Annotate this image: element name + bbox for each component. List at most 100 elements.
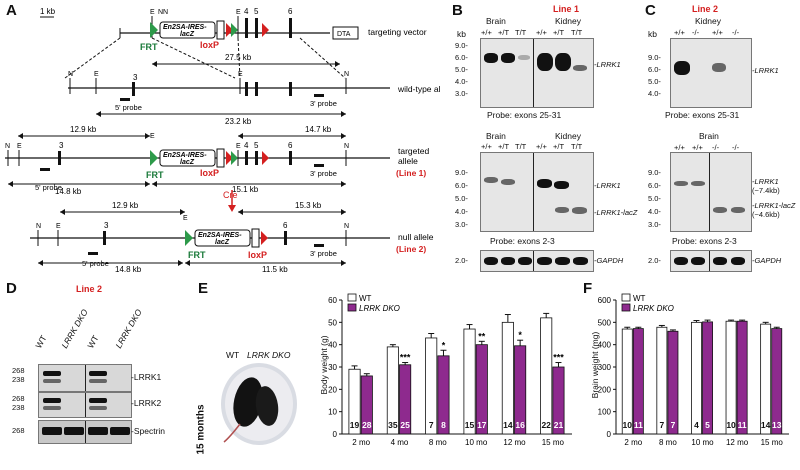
svg-text:14.8 kb: 14.8 kb <box>115 265 142 274</box>
panel-d-title: Line 2 <box>76 284 103 294</box>
bar <box>760 323 772 435</box>
svg-text:6: 6 <box>288 7 293 16</box>
panel-d-blot-lrrk2 <box>38 392 132 418</box>
panel-e-letter: E <box>198 280 209 297</box>
svg-text:5' probe: 5' probe <box>115 103 142 112</box>
panel-b-probe1: Probe: exons 25-31 <box>487 110 562 120</box>
panel-d-lanes: WT LRRK DKO WT LRRK DKO <box>33 307 144 350</box>
panel-b-tissue-brain-2: Brain <box>486 131 506 141</box>
n-label: 28 <box>362 420 372 430</box>
band-gapdh-b: -GAPDH <box>594 256 624 265</box>
panel-c-probe1: Probe: exons 25-31 <box>665 110 740 120</box>
significance-label: ** <box>478 331 486 341</box>
svg-text:6: 6 <box>283 221 288 230</box>
svg-text:N: N <box>68 71 73 78</box>
y-tick-label: 100 <box>598 408 612 417</box>
svg-text:N: N <box>5 143 10 150</box>
band-lrrk1-lacz-c: -LRRK1-lacZ (~4.6kb) <box>752 201 796 219</box>
x-tick-label: 4 mo <box>391 438 409 447</box>
bar <box>621 328 633 435</box>
y-tick-label: 200 <box>598 385 612 394</box>
band-lrrk1-b-top: -LRRK1 <box>594 60 621 69</box>
y-tick-label: 0 <box>607 430 612 439</box>
y-tick-label: 500 <box>598 318 612 327</box>
bar <box>691 321 702 435</box>
panel-c-letter: C <box>645 2 656 19</box>
svg-text:FRT: FRT <box>140 42 158 52</box>
bar <box>725 320 737 435</box>
svg-text:En2SA-IRES-: En2SA-IRES- <box>163 24 207 31</box>
x-tick-label: 12 mo <box>726 438 749 447</box>
legend-label: LRRK DKO <box>633 304 674 313</box>
svg-text:6: 6 <box>288 141 293 150</box>
svg-text:14.7 kb: 14.7 kb <box>305 125 332 134</box>
panel-d-ticks: 268 238 <box>12 366 25 384</box>
band-lrrk1-lacz-b: -LRRK1-lacZ <box>594 208 638 217</box>
panel-b-blot-top <box>480 38 594 108</box>
y-tick-label: 40 <box>328 341 337 350</box>
y-tick-label: 60 <box>328 296 337 305</box>
band-gapdh-c: -GAPDH <box>752 256 782 265</box>
n-label: 17 <box>477 420 487 430</box>
n-label: 19 <box>350 420 360 430</box>
legend-label: WT <box>359 294 372 303</box>
n-label: 10 <box>726 420 736 430</box>
panel-b-tissue-kidney-2: Kidney <box>555 131 581 141</box>
panel-a-letter: A <box>6 2 17 19</box>
svg-text:Cre: Cre <box>223 190 238 200</box>
panel-b-blot-mid <box>480 152 594 232</box>
svg-text:E: E <box>56 223 61 230</box>
svg-text:3' probe: 3' probe <box>310 99 337 108</box>
bar <box>771 328 783 435</box>
legend-label: WT <box>633 294 646 303</box>
band-lrrk1-d: -LRRK1 <box>131 372 162 382</box>
panel-d-letter: D <box>6 280 17 297</box>
y-tick-label: 20 <box>328 385 337 394</box>
svg-text:FRT: FRT <box>146 170 164 180</box>
bar <box>348 368 361 435</box>
svg-text:lacZ: lacZ <box>180 31 195 38</box>
bar <box>540 317 553 435</box>
svg-text:lacZ: lacZ <box>180 159 195 166</box>
svg-text:N: N <box>344 71 349 78</box>
bar <box>425 337 438 435</box>
kb-label-c: kb <box>648 29 657 39</box>
panel-c-ticks-mid: 9.0- 6.0- 5.0- 4.0- 3.0- <box>648 168 661 229</box>
bar <box>736 320 748 435</box>
svg-text:E: E <box>236 143 241 150</box>
n-label: 4 <box>694 420 699 430</box>
svg-text:(Line 2): (Line 2) <box>396 244 426 254</box>
bar <box>437 355 450 435</box>
svg-text:E: E <box>150 9 155 16</box>
svg-text:N: N <box>163 9 168 16</box>
svg-text:allele: allele <box>398 156 418 166</box>
panel-c-title: Line 2 <box>692 4 719 14</box>
svg-text:23.2 kb: 23.2 kb <box>225 117 252 126</box>
y-tick-label: 50 <box>328 318 337 327</box>
n-label: 5 <box>705 420 710 430</box>
bar <box>463 328 476 435</box>
svg-text:(Line 1): (Line 1) <box>396 168 426 178</box>
x-tick-label: 15 mo <box>761 438 784 447</box>
x-tick-label: 2 mo <box>624 438 642 447</box>
svg-text:14.8 kb: 14.8 kb <box>55 187 82 196</box>
n-label: 16 <box>515 420 525 430</box>
bar <box>501 321 514 435</box>
svg-text:3' probe: 3' probe <box>310 169 337 178</box>
svg-text:11.5 kb: 11.5 kb <box>262 265 288 274</box>
panel-d-blot-lrrk1 <box>38 364 132 392</box>
n-label: 7 <box>659 420 664 430</box>
svg-text:E: E <box>17 143 22 150</box>
n-label: 14 <box>761 420 771 430</box>
svg-text:E: E <box>150 133 155 140</box>
y-tick-label: 10 <box>328 408 337 417</box>
y-tick-label: 0 <box>333 430 338 439</box>
bar <box>360 375 373 435</box>
photo-age-label: 15 months <box>195 404 207 455</box>
bar <box>702 321 713 435</box>
svg-text:3: 3 <box>133 73 138 82</box>
panel-d-ticks-2: 268 238 <box>12 394 25 412</box>
svg-text:E: E <box>94 71 99 78</box>
svg-text:15.3 kb: 15.3 kb <box>295 201 322 210</box>
